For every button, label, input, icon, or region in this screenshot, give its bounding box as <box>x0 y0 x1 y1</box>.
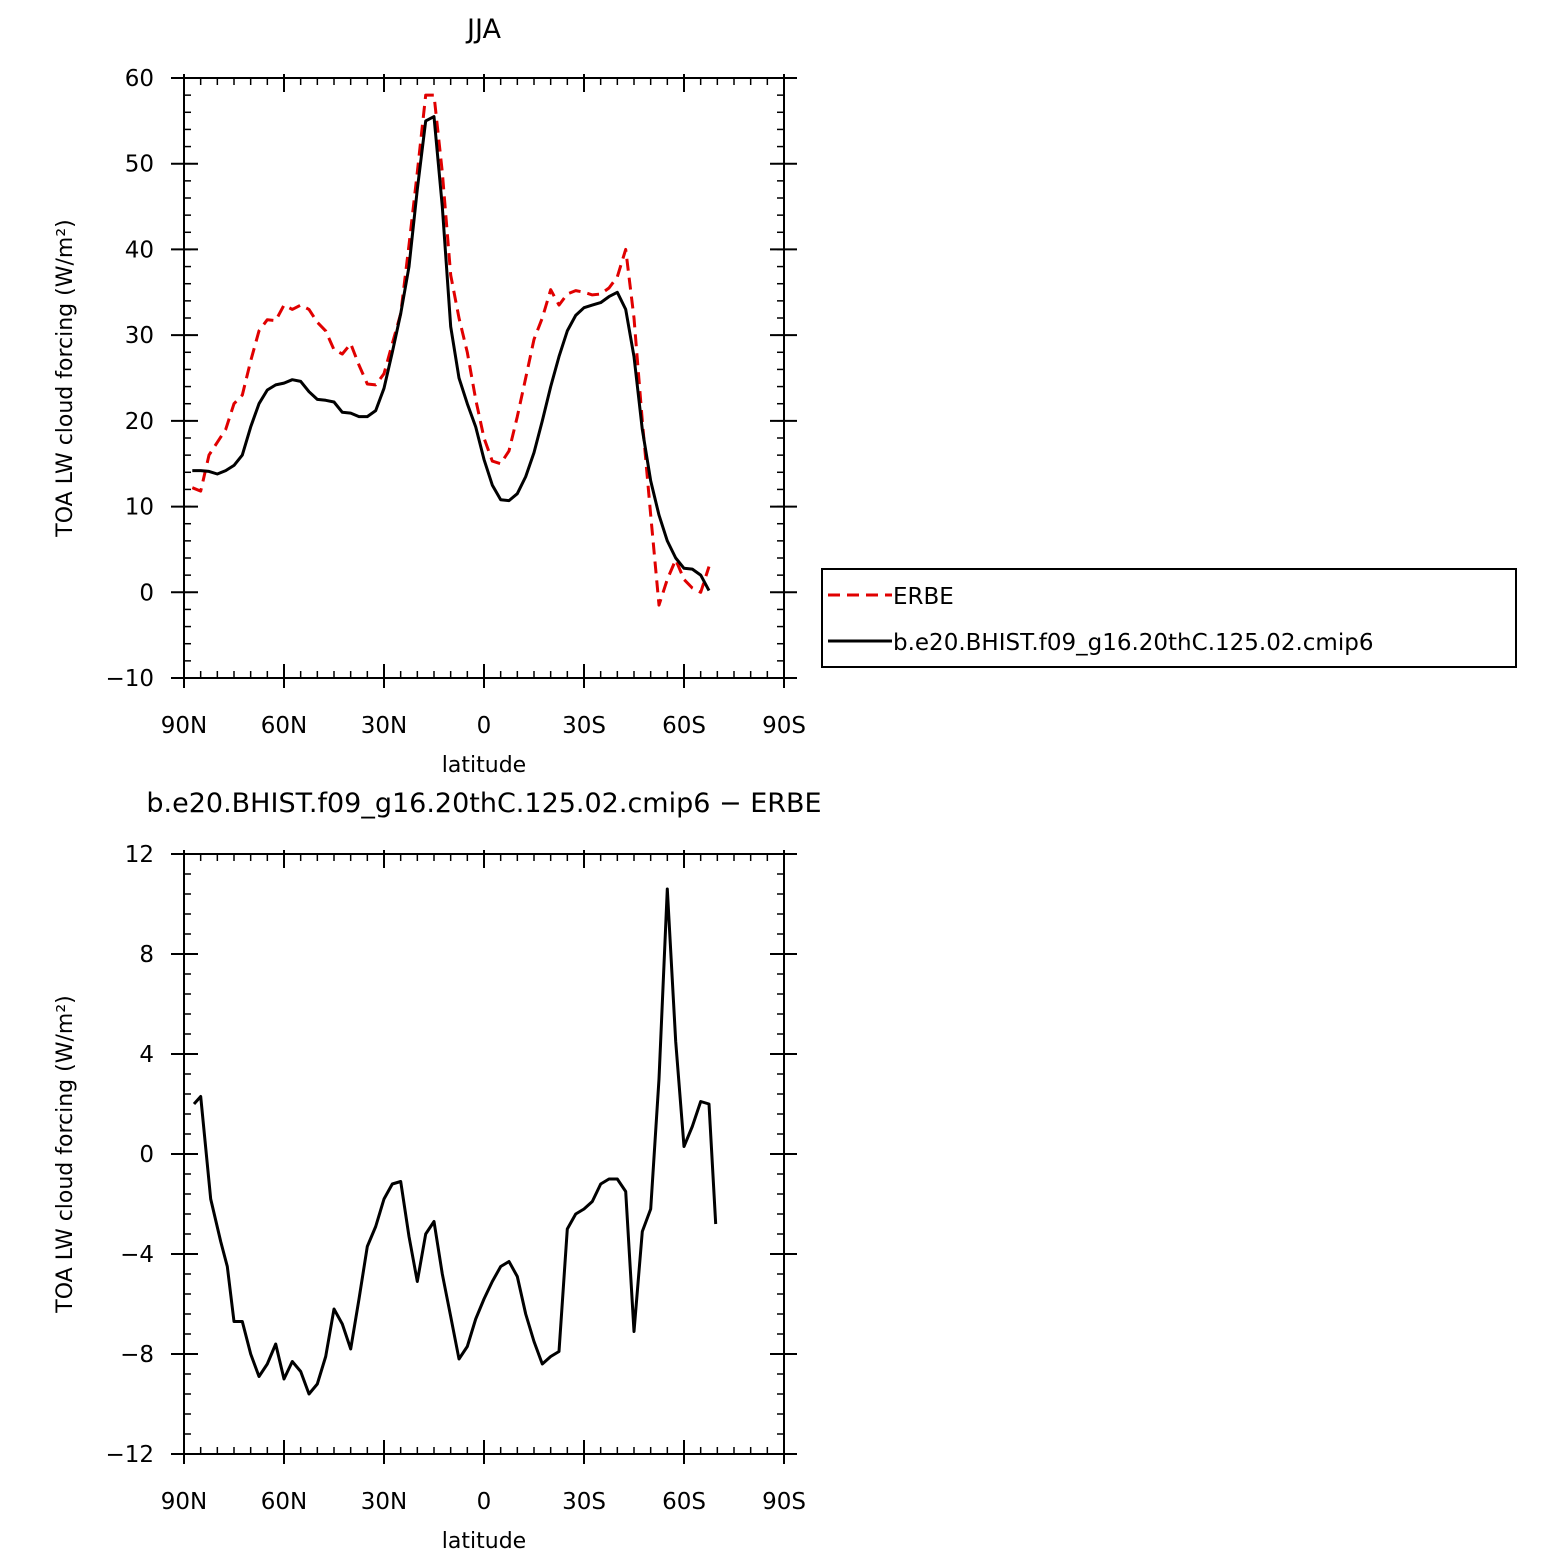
x-tick-label: 0 <box>477 1489 492 1515</box>
x-tick-label: 30S <box>562 713 606 739</box>
y-tick-label: −4 <box>120 1242 154 1268</box>
bottom-y-axis-label: TOA LW cloud forcing (W/m²) <box>53 995 78 1313</box>
y-tick-label: −8 <box>120 1342 154 1368</box>
x-tick-label: 60N <box>261 713 307 739</box>
top-axes: 90N 60N 30N 0 30S 60S 90S 60 50 40 30 20 10 0 −10 <box>105 66 805 739</box>
model-series-line <box>192 115 711 592</box>
y-tick-label: 10 <box>125 495 154 521</box>
y-tick-label: 4 <box>139 1042 154 1068</box>
x-tick-label: 60N <box>261 1489 307 1515</box>
y-tick-label: 12 <box>125 842 154 868</box>
y-tick-label: 40 <box>125 237 154 263</box>
y-tick-label: 0 <box>139 1142 154 1168</box>
y-tick-label: 0 <box>139 580 154 606</box>
bottom-plot-lines <box>192 887 718 1396</box>
bottom-chart-title: b.e20.BHIST.f09_g16.20thC.125.02.cmip6 −… <box>146 788 821 819</box>
legend-erbe-label: ERBE <box>893 584 954 610</box>
top-y-axis-label: TOA LW cloud forcing (W/m²) <box>53 219 78 537</box>
x-tick-label: 90S <box>762 1489 806 1515</box>
x-tick-label: 90S <box>762 713 806 739</box>
y-tick-label: −10 <box>105 666 154 692</box>
top-panel: JJA 90N 60N 30N 0 30S 60S 90S6050403020100−10 … <box>53 14 806 778</box>
top-plot-lines <box>191 93 711 607</box>
x-tick-label: 30S <box>562 1489 606 1515</box>
x-tick-label: 60S <box>662 1489 706 1515</box>
top-plot-frame <box>183 77 785 679</box>
x-tick-label: 30N <box>361 713 407 739</box>
bottom-x-axis-label: latitude <box>442 1529 526 1554</box>
y-tick-label: −12 <box>105 1442 154 1468</box>
bottom-axes: 90N 60N 30N 0 30S 60S 90S 12 8 4 0 −4 −8 −12 <box>105 842 805 1515</box>
legend-model-label: b.e20.BHIST.f09_g16.20thC.125.02.cmip6 <box>893 630 1373 656</box>
y-tick-label: 60 <box>125 66 154 92</box>
x-tick-label: 30N <box>361 1489 407 1515</box>
y-tick-label: 20 <box>125 409 154 435</box>
legend: ERBE b.e20.BHIST.f09_g16.20thC.125.02.cm… <box>821 568 1517 668</box>
bottom-plot-frame <box>183 853 785 1455</box>
difference-series-line <box>192 887 718 1396</box>
x-tick-label: 0 <box>477 713 492 739</box>
top-x-axis-label: latitude <box>442 753 526 778</box>
y-tick-label: 30 <box>125 323 154 349</box>
y-tick-label: 50 <box>125 152 154 178</box>
top-chart-title: JJA <box>465 14 501 45</box>
legend-box <box>821 568 1517 668</box>
y-tick-label: 8 <box>139 942 154 968</box>
x-tick-label: 90N <box>161 1489 207 1515</box>
x-tick-label: 60S <box>662 713 706 739</box>
erbe-series-line <box>191 93 711 607</box>
x-tick-label: 90N <box>161 713 207 739</box>
bottom-panel: b.e20.BHIST.f09_g16.20thC.125.02.cmip6 −… <box>53 788 822 1554</box>
